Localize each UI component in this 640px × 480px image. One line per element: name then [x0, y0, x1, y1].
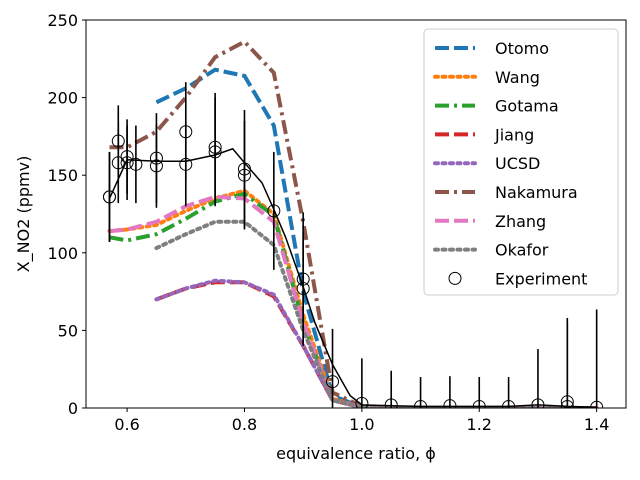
experiment-point: [208, 145, 222, 159]
x-tick-label: 0.8: [232, 415, 257, 434]
experiment-point: [237, 162, 251, 176]
y-tick-label: 200: [47, 89, 78, 108]
legend-box: [423, 28, 619, 296]
y-tick-label: 0: [68, 399, 78, 418]
x-tick-label: 0.6: [114, 415, 139, 434]
legend-label-experiment: Experiment: [495, 269, 587, 288]
experiment-point: [102, 190, 116, 204]
experiment-fit-line: [108, 147, 597, 408]
x-tick-label: 1.4: [584, 415, 609, 434]
experiment-point: [149, 151, 163, 165]
plot-frame: [85, 19, 627, 409]
y-tick-label: 250: [47, 11, 78, 30]
x-axis-label: equivalence ratio, ϕ: [276, 444, 436, 463]
y-axis-label: X_NO2 (ppmv): [14, 156, 34, 273]
experiment-point: [111, 156, 125, 170]
experiment-point: [149, 159, 163, 173]
experiment-point: [326, 375, 340, 389]
legend-label-wang: Wang: [495, 68, 540, 87]
experiment-point: [590, 400, 604, 408]
series-line-nakamura: [109, 39, 597, 408]
experiment-point: [443, 399, 457, 408]
legend-label-zhang: Zhang: [495, 212, 546, 231]
experiment-point: [355, 396, 369, 408]
legend-label-otomo: Otomo: [495, 39, 549, 58]
experiment-point: [129, 157, 143, 171]
legend: Otomo Wang Gotama Jiang UCSD Nakamura Zhang Oka…: [423, 28, 619, 296]
experiment-point: [472, 399, 486, 408]
experiment-point: [296, 281, 310, 295]
experiment-point: [531, 398, 545, 408]
x-tick-label: 1.0: [349, 415, 374, 434]
legend-swatch-experiment: [448, 271, 462, 285]
legend-label-nakamura: Nakamura: [495, 183, 578, 202]
experiment-point: [208, 140, 222, 154]
legend-label-jiang: Jiang: [494, 125, 534, 144]
legend-label-gotama: Gotama: [495, 97, 559, 116]
experiment-point: [120, 156, 134, 170]
experiment-point: [414, 399, 428, 408]
experiment-point: [111, 134, 125, 148]
legend-label-ucsd: UCSD: [495, 154, 540, 173]
experiment-point: [179, 157, 193, 171]
y-tick-label: 50: [58, 321, 78, 340]
experiment-point: [237, 168, 251, 182]
experiment-point: [296, 272, 310, 286]
y-tick-label: 100: [47, 244, 78, 263]
legend-label-okafor: Okafor: [495, 241, 549, 260]
y-axis: 0 50 100 150 200 250: [47, 11, 86, 418]
experiment-point: [267, 204, 281, 218]
experiment-point: [120, 150, 134, 164]
experiment-point: [502, 399, 516, 408]
experiment-point: [179, 125, 193, 139]
x-axis: 0.6 0.8 1.0 1.2 1.4: [114, 408, 609, 434]
y-tick-label: 150: [47, 166, 78, 185]
experiment-points: [102, 82, 604, 408]
experiment-point: [384, 398, 398, 408]
experiment-point: [560, 399, 574, 408]
x-tick-label: 1.2: [467, 415, 492, 434]
